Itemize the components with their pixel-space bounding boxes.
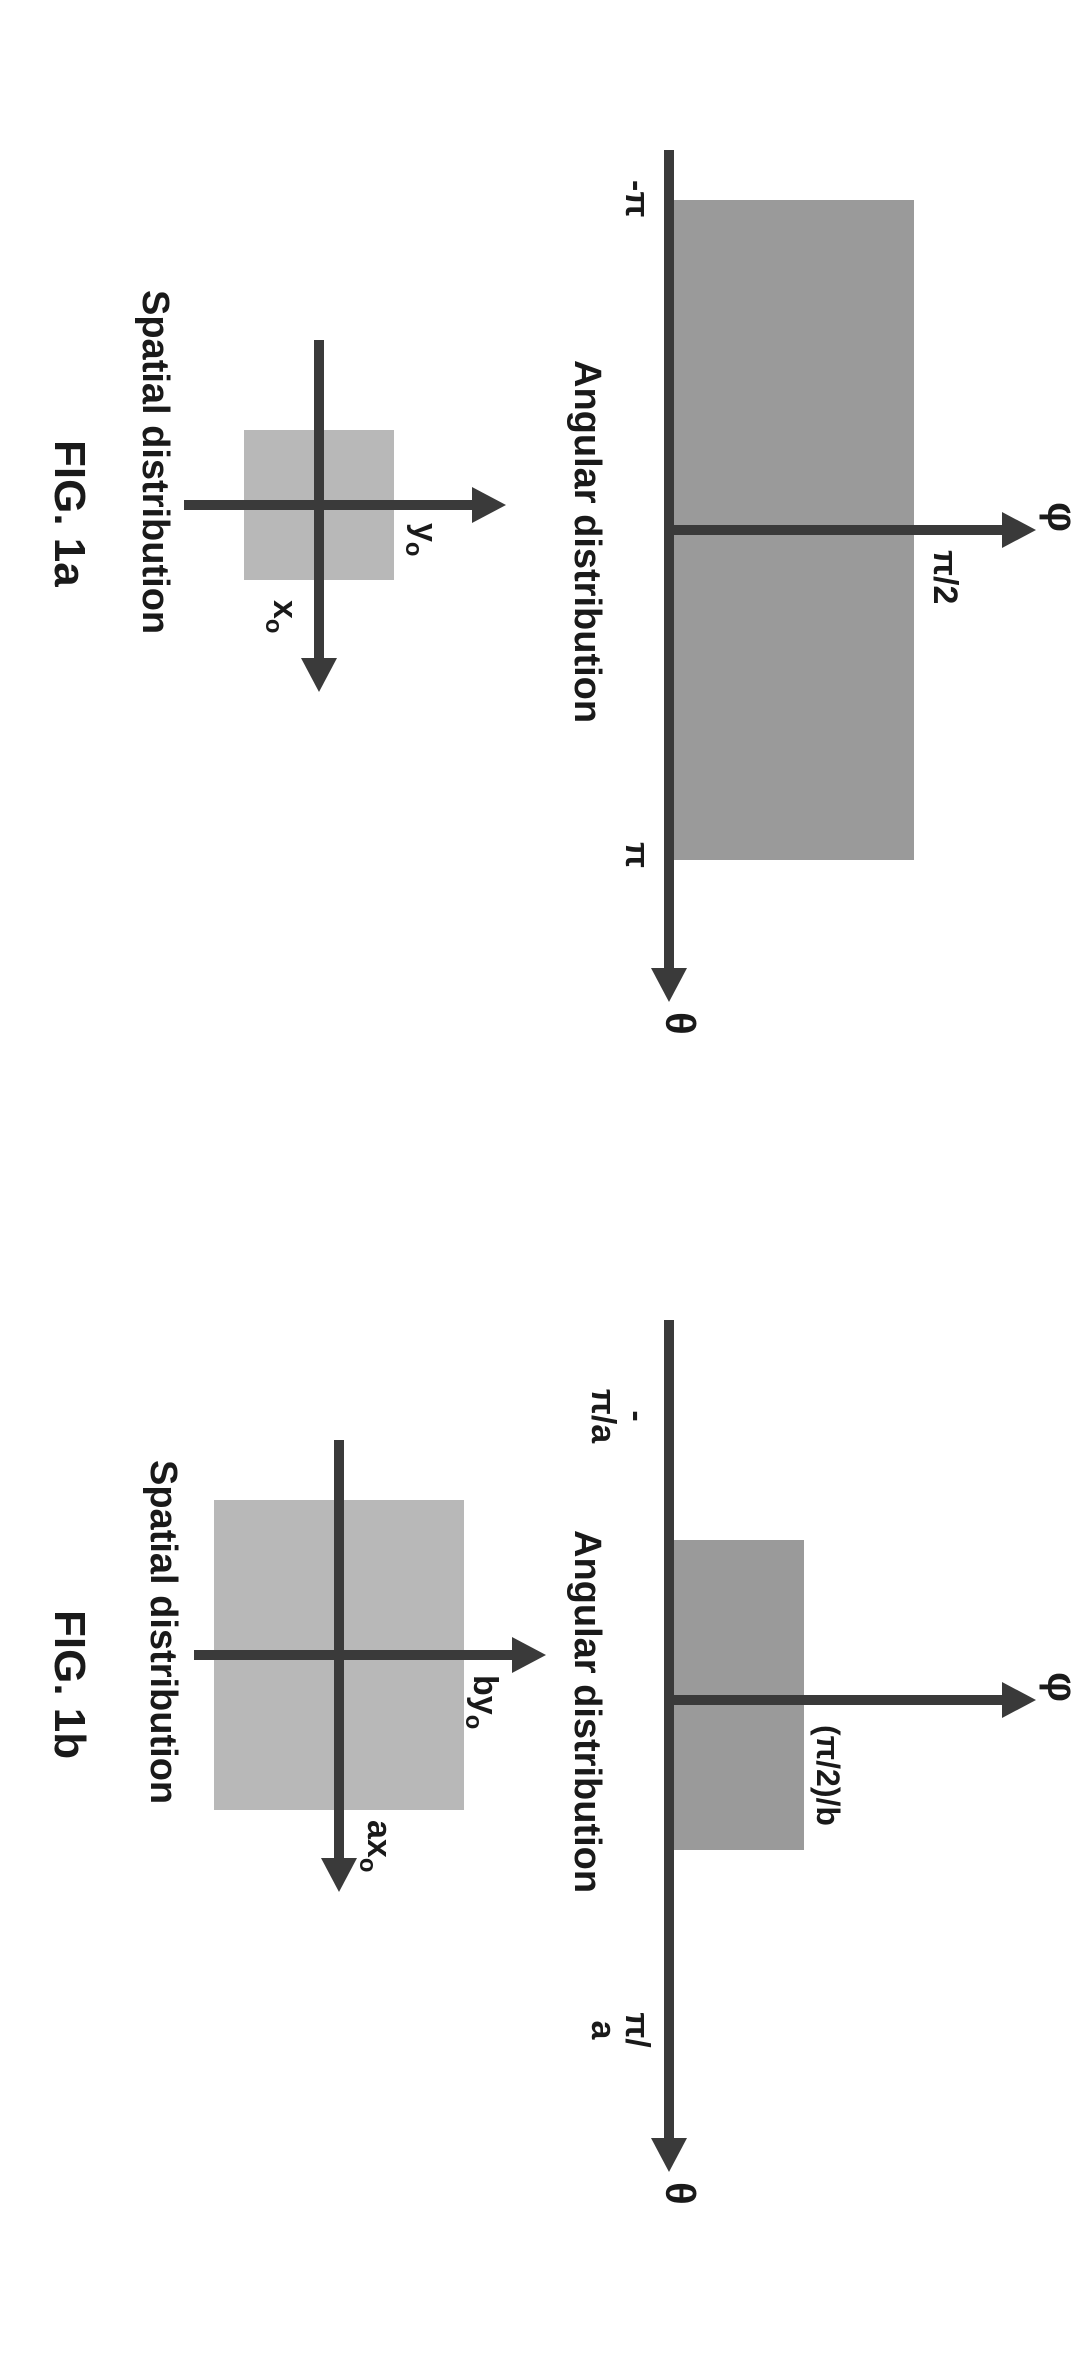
ang-title-a: Angular distribution: [565, 360, 608, 723]
pi2b-label-b: (π/2)/b: [809, 1725, 846, 1826]
fig-1b: φ θ (π/2)/b - π/a π/ a Angular distribut…: [44, 1230, 1044, 2290]
y-arrow-a-ang: [1002, 512, 1036, 548]
y-axis-b-sp: [194, 1650, 514, 1660]
theta-label-a: θ: [656, 1012, 704, 1035]
neg-pi-a-label-b-1: -: [617, 1386, 656, 1446]
sp-title-a: Spatial distribution: [133, 290, 176, 634]
xo-label-a: xo: [259, 600, 304, 633]
neg-pi-a-label-b-2: π/a: [583, 1376, 622, 1456]
y-arrow-b-ang: [1002, 1682, 1036, 1718]
x-arrow-b-ang: [651, 2138, 687, 2172]
angular-plot-a: φ θ π/2 -π π Angular distribution: [564, 110, 1024, 1010]
x-axis-b-ang: [664, 1320, 674, 2140]
byo-label-b: byo: [459, 1675, 504, 1729]
x-arrow-a-sp: [301, 658, 337, 692]
fig-1a: φ θ π/2 -π π Angular distribution yo xo …: [44, 60, 1044, 1120]
y-axis-a-ang: [664, 525, 1004, 535]
pi-a-label-b-2: a: [583, 2000, 622, 2060]
sp-title-b: Spatial distribution: [141, 1460, 184, 1804]
yo-label-a: yo: [399, 523, 444, 556]
spatial-plot-a: yo xo Spatial distribution: [144, 310, 504, 830]
y-arrow-b-sp: [512, 1637, 546, 1673]
x-arrow-a-ang: [651, 968, 687, 1002]
y-arrow-a-sp: [472, 487, 506, 523]
rotated-canvas: φ θ π/2 -π π Angular distribution yo xo …: [0, 0, 1084, 2368]
y-axis-b-ang: [664, 1695, 1004, 1705]
pi-label-a: π: [617, 842, 656, 868]
phi-label-a: φ: [1038, 502, 1084, 532]
caption-a: FIG. 1a: [44, 440, 94, 587]
angular-plot-b: φ θ (π/2)/b - π/a π/ a Angular distribut…: [564, 1280, 1024, 2180]
axo-label-b: axo: [353, 1820, 398, 1872]
x-axis-a-ang: [664, 150, 674, 970]
x-arrow-b-sp: [321, 1858, 357, 1892]
caption-b: FIG. 1b: [44, 1610, 94, 1759]
phi-label-b: φ: [1038, 1672, 1084, 1702]
spatial-plot-b: byo axo Spatial distribution: [144, 1430, 524, 2050]
neg-pi-label-a: -π: [617, 180, 656, 217]
theta-label-b: θ: [656, 2182, 704, 2205]
pi2-label-a: π/2: [925, 550, 964, 604]
pi-a-label-b-1: π/: [617, 2000, 656, 2060]
y-axis-a-sp: [184, 500, 474, 510]
ang-title-b: Angular distribution: [565, 1530, 608, 1893]
